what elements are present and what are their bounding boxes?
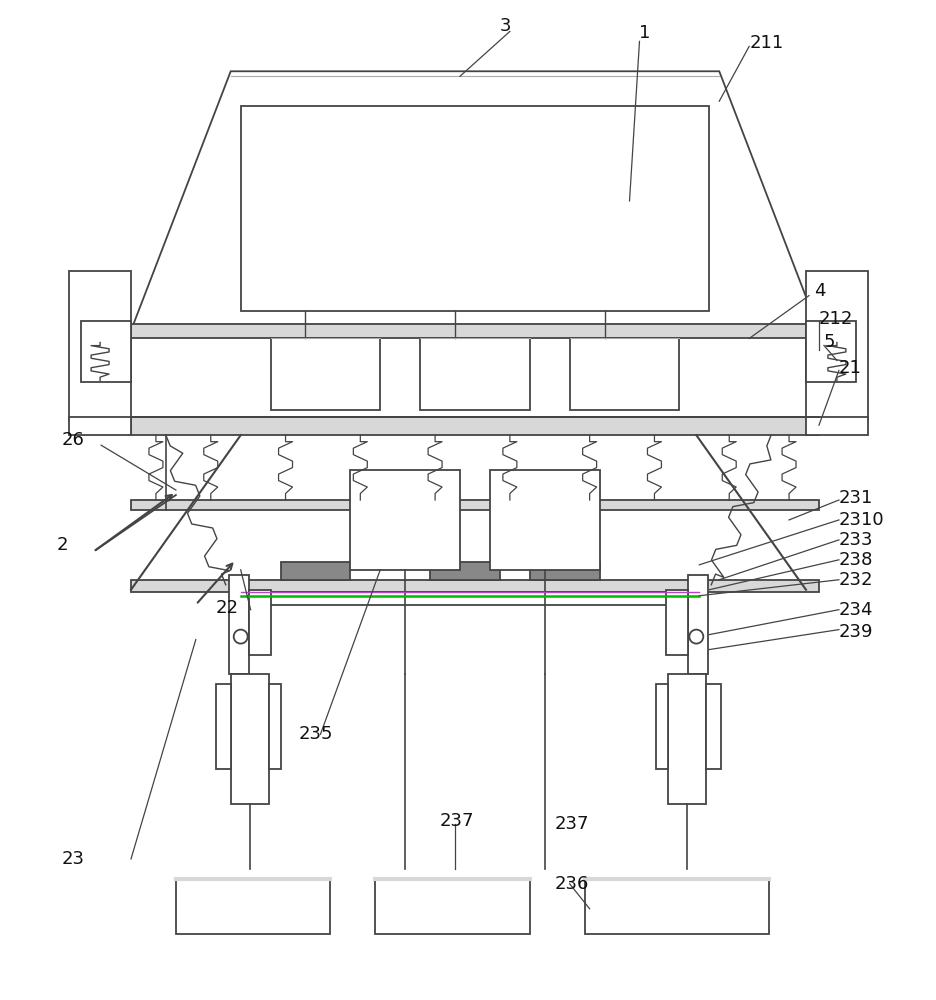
Bar [131,324,818,338]
Bar [805,271,867,420]
Text: 236: 236 [554,875,589,893]
Text: 21: 21 [838,359,861,377]
Bar [69,417,131,435]
Text: 235: 235 [299,725,332,743]
Bar [688,575,708,674]
Text: 237: 237 [554,815,589,833]
Bar [269,684,280,769]
Text: 4: 4 [813,282,825,300]
Bar [248,590,271,655]
Text: 22: 22 [215,599,239,617]
Bar [656,684,667,769]
Text: 2310: 2310 [838,511,884,529]
Text: 237: 237 [440,812,474,830]
Bar [131,417,818,435]
Bar [228,575,248,674]
Circle shape [233,630,247,644]
Bar [584,879,768,934]
Text: 239: 239 [838,623,872,641]
Text: 26: 26 [61,431,84,449]
Bar [176,879,330,934]
Bar [131,500,818,510]
Polygon shape [131,71,818,331]
Bar [569,338,679,410]
Text: 211: 211 [749,34,782,52]
Bar [230,674,269,804]
Bar [665,590,688,655]
Bar [131,580,818,592]
Bar [69,271,131,420]
Text: 23: 23 [61,850,84,868]
Bar [81,321,131,382]
Bar [280,562,350,580]
Text: 5: 5 [823,333,835,351]
Circle shape [689,630,703,644]
Bar [215,684,230,769]
Bar [430,562,500,580]
Bar [529,562,599,580]
Text: 238: 238 [838,551,872,569]
Bar [241,592,698,605]
Text: 212: 212 [818,310,853,328]
Bar [241,106,709,311]
Bar [490,470,599,570]
Text: 232: 232 [838,571,872,589]
Bar [375,879,529,934]
Text: 231: 231 [838,489,872,507]
Text: 1: 1 [638,24,651,42]
Text: 3: 3 [500,17,511,35]
Text: 2: 2 [56,536,67,554]
Bar [706,684,721,769]
Bar [271,338,380,410]
Bar [805,321,855,382]
Text: 234: 234 [838,601,872,619]
Bar [350,470,460,570]
Text: 233: 233 [838,531,872,549]
Bar [667,674,706,804]
Bar [419,338,529,410]
Bar [805,417,867,435]
